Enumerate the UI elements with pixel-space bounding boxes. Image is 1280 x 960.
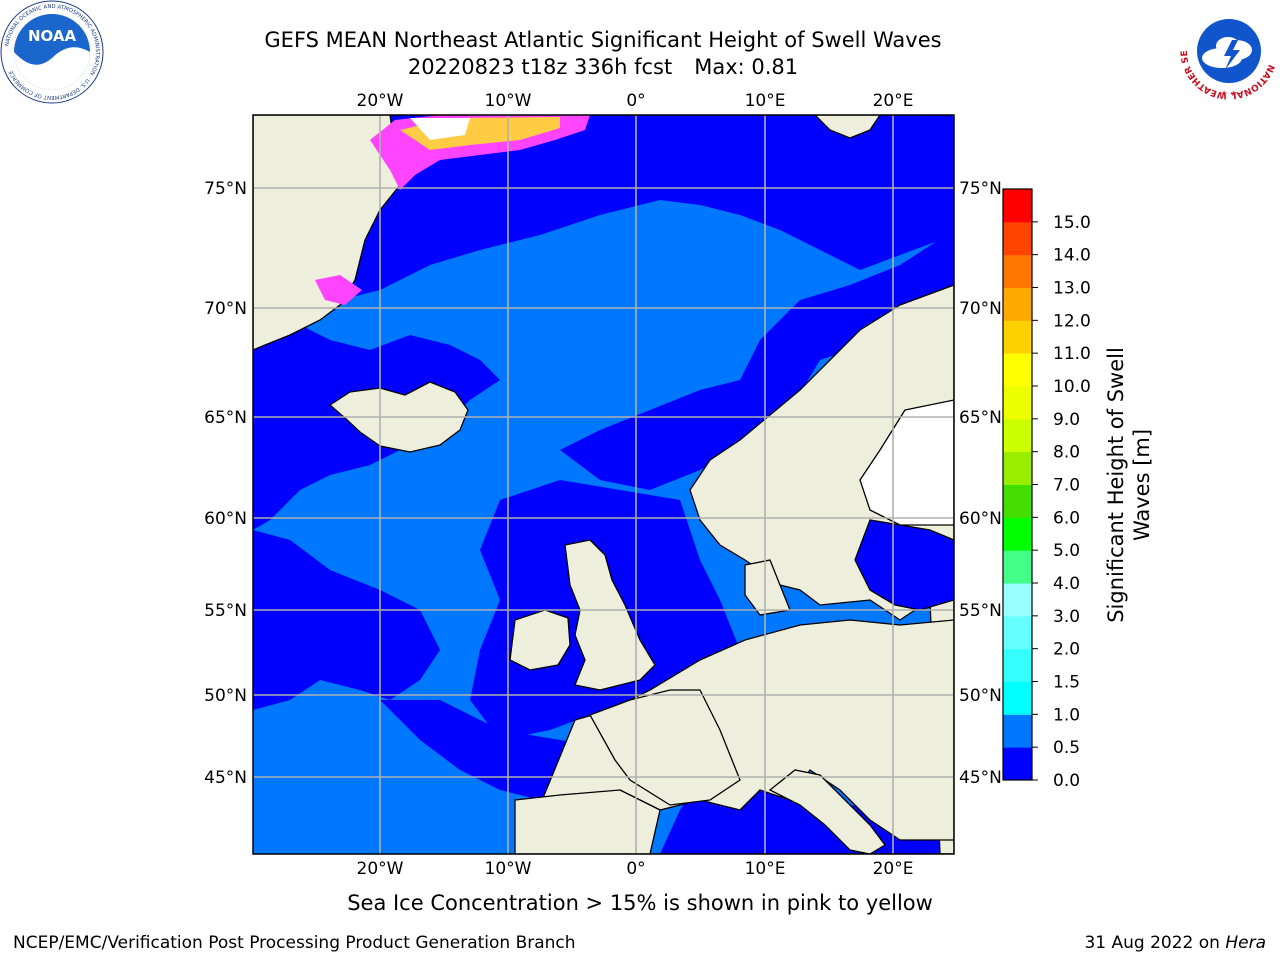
svg-text:★ ★: ★ ★ (1221, 89, 1238, 98)
map-frame (252, 114, 955, 855)
lat-label-left: 60°N (204, 509, 247, 529)
colorbar-tick-label: 15.0 (1053, 213, 1091, 233)
lat-label-left: 50°N (204, 686, 247, 706)
colorbar-swatch (1003, 517, 1032, 551)
colorbar-tick-label: 7.0 (1053, 476, 1080, 496)
land-iberia (514, 789, 661, 854)
lat-label-right: 75°N (959, 179, 1002, 199)
lon-label-bottom: 10°E (745, 859, 786, 879)
colorbar-swatch (1003, 221, 1032, 256)
colorbar-tick-label: 3.0 (1053, 607, 1080, 627)
colorbar-tick-label: 2.0 (1053, 640, 1080, 660)
colorbar (1003, 189, 1032, 781)
lon-label-bottom: 20°W (357, 859, 404, 879)
lat-label-left: 55°N (204, 601, 247, 621)
nws-logo: NATIONAL WEATHER SERVICE ★ ★ (1178, 0, 1279, 101)
noaa-logo: NATIONAL OCEANIC AND ATMOSPHERIC ADMINIS… (0, 0, 104, 104)
noaa-logo-text: NOAA (28, 27, 77, 45)
map-panel (253, 115, 954, 854)
land-baltic-sea (854, 519, 954, 611)
lat-label-left: 65°N (204, 408, 247, 428)
colorbar-tick-label: 10.0 (1053, 377, 1091, 397)
colorbar-tick-label: 14.0 (1053, 246, 1091, 266)
colorbar-tick-labels: 0.0 0.5 1.0 1.5 2.0 3.0 4.0 5.0 6.0 7.0 8.0 9.0 10.0… (1032, 213, 1091, 791)
land-britain (564, 539, 656, 691)
lat-label-left: 45°N (204, 768, 247, 788)
colorbar-swatch (1003, 386, 1032, 420)
lat-label-left: 70°N (204, 299, 247, 319)
lat-labels-left: 75°N 70°N 65°N 60°N 55°N 50°N 45°N (204, 179, 247, 788)
forecast-date: 20220823 t18z 336h fcst (407, 55, 673, 79)
host-name: Hera (1225, 933, 1266, 953)
colorbar-swatch (1003, 254, 1032, 288)
colorbar-swatch (1003, 648, 1032, 682)
colorbar-swatch (1003, 550, 1032, 584)
colorbar-swatch (1003, 320, 1032, 354)
colorbar-tick-label: 9.0 (1053, 410, 1080, 430)
colorbar-swatch (1003, 615, 1032, 650)
lon-label-bottom: 10°W (485, 859, 532, 879)
colorbar-swatch (1003, 484, 1032, 518)
sea-ice-note: Sea Ice Concentration > 15% is shown in … (347, 891, 933, 915)
ocean-region-low-southwest (253, 530, 440, 710)
lat-label-right: 60°N (959, 509, 1002, 529)
ocean-region-low-norway (560, 230, 954, 490)
producer-credit: NCEP/EMC/Verification Post Processing Pr… (13, 933, 576, 953)
colorbar-tick-label: 1.0 (1053, 705, 1080, 725)
lat-label-left: 75°N (204, 179, 247, 199)
colorbar-title: Significant Height of Swell Waves [m] (1104, 347, 1154, 623)
lon-label-top: 0° (626, 91, 645, 111)
map-title: GEFS MEAN Northeast Atlantic Significant… (264, 28, 942, 52)
colorbar-tick-label: 12.0 (1053, 311, 1091, 331)
land-svalbard (814, 115, 881, 139)
map-subtitle: 20220823 t18z 336h fcst Max: 0.81 (0, 54, 1206, 80)
lon-label-top: 10°W (485, 91, 532, 111)
lon-label-bottom: 20°E (873, 859, 914, 879)
lat-labels-right: 75°N 70°N 65°N 60°N 55°N 50°N 45°N (959, 179, 1002, 788)
colorbar-tick-label: 5.0 (1053, 541, 1080, 561)
colorbar-swatch (1003, 287, 1032, 321)
colorbar-swatch (1003, 451, 1032, 485)
sea-ice-white (410, 118, 470, 140)
colorbar-swatch (1003, 353, 1032, 387)
colorbar-swatch (1003, 714, 1032, 748)
lon-labels-top: 20°W 10°W 0° 10°E 20°E (357, 91, 914, 111)
generation-date-text: 31 Aug 2022 on (1084, 933, 1226, 953)
colorbar-tick-label: 13.0 (1053, 279, 1091, 299)
lon-labels-bottom: 20°W 10°W 0° 10°E 20°E (357, 859, 914, 879)
colorbar-title-line2: Waves [m] (1130, 429, 1154, 541)
lat-label-right: 70°N (959, 299, 1002, 319)
lon-label-top: 10°E (745, 91, 786, 111)
colorbar-tick-label: 4.0 (1053, 574, 1080, 594)
ocean-region-low-north (253, 115, 954, 330)
lat-label-right: 55°N (959, 601, 1002, 621)
land-italy (768, 769, 886, 854)
lat-label-right: 45°N (959, 768, 1002, 788)
colorbar-swatch (1003, 747, 1032, 781)
colorbar-tick-label: 8.0 (1053, 443, 1080, 463)
lat-label-right: 50°N (959, 686, 1002, 706)
colorbar-tick-label: 11.0 (1053, 344, 1091, 364)
generation-date: 31 Aug 2022 on Hera (1084, 933, 1266, 953)
lon-label-top: 20°W (357, 91, 404, 111)
sea-ice-east-greenland (315, 275, 362, 305)
colorbar-tick-label: 0.0 (1053, 771, 1080, 791)
colorbar-swatch (1003, 681, 1032, 715)
colorbar-swatch (1003, 583, 1032, 617)
colorbar-title-line1: Significant Height of Swell (1104, 347, 1128, 623)
colorbar-tick-label: 1.5 (1053, 673, 1080, 693)
colorbar-tick-label: 6.0 (1053, 508, 1080, 528)
graticule (253, 115, 954, 854)
lon-label-bottom: 0° (626, 859, 645, 879)
colorbar-swatch (1003, 418, 1032, 453)
lon-label-top: 20°E (873, 91, 914, 111)
land-ireland (509, 609, 571, 671)
colorbar-tick-label: 0.5 (1053, 738, 1080, 758)
lat-label-right: 65°N (959, 408, 1002, 428)
colorbar-swatch (1003, 189, 1032, 223)
max-value: Max: 0.81 (694, 55, 799, 79)
